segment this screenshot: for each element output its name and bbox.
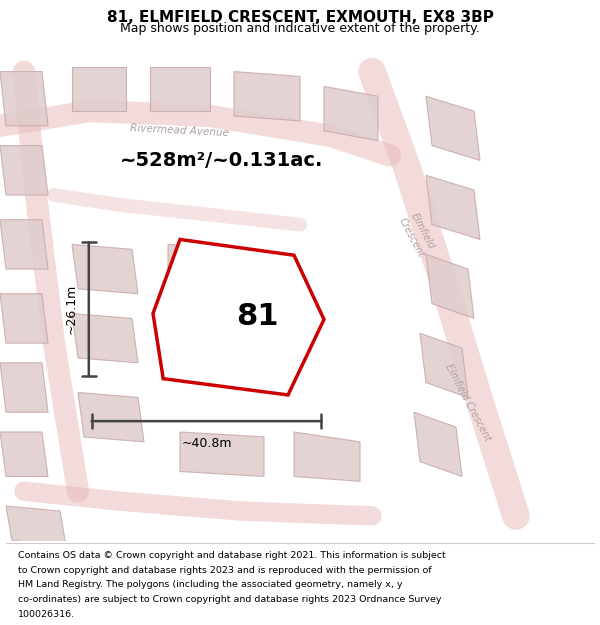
Text: Contains OS data © Crown copyright and database right 2021. This information is : Contains OS data © Crown copyright and d… [18,551,446,560]
Polygon shape [426,96,480,161]
Polygon shape [72,314,138,363]
Polygon shape [72,244,138,294]
Text: 81, ELMFIELD CRESCENT, EXMOUTH, EX8 3BP: 81, ELMFIELD CRESCENT, EXMOUTH, EX8 3BP [107,10,493,25]
Text: Map shows position and indicative extent of the property.: Map shows position and indicative extent… [120,22,480,35]
Polygon shape [180,432,264,476]
Polygon shape [153,239,324,395]
Polygon shape [324,86,378,141]
Polygon shape [414,412,462,476]
Text: Rivermead Avenue: Rivermead Avenue [130,123,230,138]
Text: Elmfield Crescent: Elmfield Crescent [443,362,493,442]
Polygon shape [0,219,48,269]
Text: HM Land Registry. The polygons (including the associated geometry, namely x, y: HM Land Registry. The polygons (includin… [18,580,403,589]
Text: 81: 81 [236,302,279,331]
Polygon shape [78,392,144,442]
Polygon shape [0,363,48,413]
Text: ~40.8m: ~40.8m [181,437,232,450]
Text: co-ordinates) are subject to Crown copyright and database rights 2023 Ordnance S: co-ordinates) are subject to Crown copyr… [18,595,442,604]
Polygon shape [0,432,48,476]
Text: to Crown copyright and database rights 2023 and is reproduced with the permissio: to Crown copyright and database rights 2… [18,566,431,574]
Polygon shape [420,333,468,398]
Polygon shape [426,175,480,239]
Polygon shape [0,71,48,126]
Polygon shape [426,254,474,318]
Text: Elmfield
Crescent: Elmfield Crescent [397,210,437,259]
Text: ~26.1m: ~26.1m [65,284,78,334]
Text: ~528m²/~0.131ac.: ~528m²/~0.131ac. [120,151,323,170]
Polygon shape [168,244,252,289]
Text: 100026316.: 100026316. [18,610,75,619]
Polygon shape [150,67,210,111]
Polygon shape [6,506,66,546]
Polygon shape [0,294,48,343]
Polygon shape [294,432,360,481]
Polygon shape [234,71,300,121]
Polygon shape [72,67,126,111]
Polygon shape [0,146,48,195]
